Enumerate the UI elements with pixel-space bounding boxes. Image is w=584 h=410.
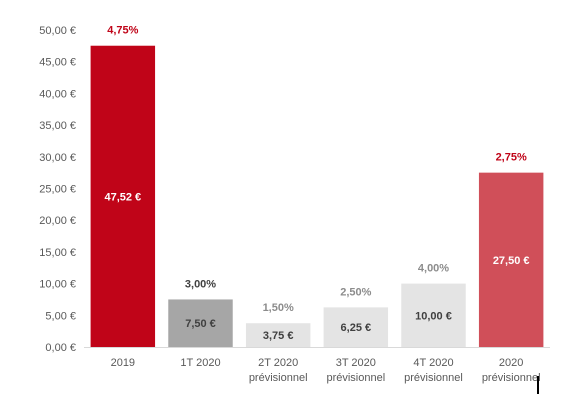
bar — [245, 323, 311, 347]
y-tick-label: 15,00 € — [39, 247, 76, 259]
x-tick-label: 2019 — [111, 357, 135, 369]
x-tick-label: 2T 2020 — [258, 357, 298, 369]
bar — [478, 172, 544, 347]
bar-percent-label: 2,75% — [496, 152, 527, 164]
y-axis: 0,00 € 5,00 € 10,00 € 15,00 € 20,00 € 25,00 €… — [39, 25, 76, 354]
bars: 47,52 € 4,75% 7,50 € 3,00% 3,75 € 1,50% 6,25 €… — [90, 25, 544, 347]
y-tick-label: 35,00 € — [39, 120, 76, 132]
bar-percent-label: 4,00% — [418, 263, 449, 275]
bar — [401, 283, 466, 347]
x-tick-label: prévisionnel — [482, 372, 541, 384]
y-tick-label: 40,00 € — [39, 88, 76, 100]
text-cursor — [537, 376, 539, 394]
bar-value-label: 6,25 € — [341, 322, 372, 334]
bar-percent-label: 3,00% — [185, 278, 216, 290]
bar — [323, 307, 389, 347]
bar-percent-label: 2,50% — [340, 286, 371, 298]
x-tick-label: 3T 2020 — [336, 357, 376, 369]
bar-value-label: 47,52 € — [104, 191, 141, 203]
y-tick-label: 0,00 € — [45, 342, 76, 354]
bar — [90, 45, 156, 347]
y-tick-label: 30,00 € — [39, 152, 76, 164]
x-tick-label: 2020 — [499, 357, 523, 369]
bar — [168, 299, 233, 347]
bar-value-label: 3,75 € — [263, 330, 294, 342]
bar-value-label: 7,50 € — [185, 318, 216, 330]
x-tick-label: 1T 2020 — [180, 357, 220, 369]
bar-value-label: 27,50 € — [493, 255, 530, 267]
bar-value-label: 10,00 € — [415, 310, 452, 322]
x-tick-label: prévisionnel — [404, 372, 463, 384]
bar-percent-label: 1,50% — [263, 302, 294, 314]
y-tick-label: 25,00 € — [39, 184, 76, 196]
x-tick-label: prévisionnel — [326, 372, 385, 384]
bar-percent-label: 4,75% — [107, 25, 138, 37]
y-tick-label: 45,00 € — [39, 57, 76, 69]
y-tick-label: 5,00 € — [45, 310, 76, 322]
x-tick-label: 4T 2020 — [413, 357, 453, 369]
y-tick-label: 50,00 € — [39, 25, 76, 37]
x-axis: 2019 1T 2020 2T 2020 prévisionnel 3T 2020 pré… — [84, 347, 550, 384]
y-tick-label: 20,00 € — [39, 215, 76, 227]
x-tick-label: prévisionnel — [249, 372, 308, 384]
y-tick-label: 10,00 € — [39, 279, 76, 291]
